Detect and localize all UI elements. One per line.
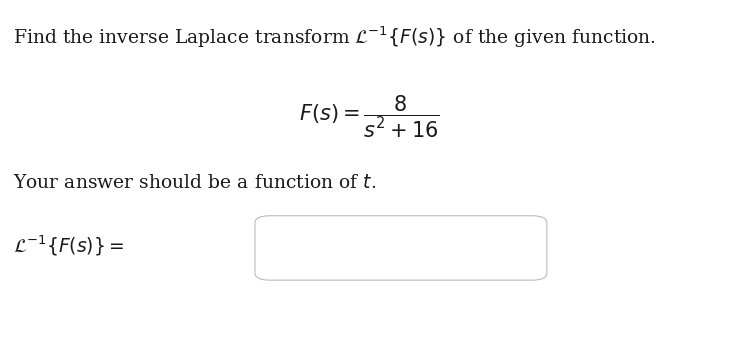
- Text: Find the inverse Laplace transform $\mathcal{L}^{-1}\{F(s)\}$ of the given funct: Find the inverse Laplace transform $\mat…: [13, 24, 656, 50]
- FancyBboxPatch shape: [255, 216, 547, 280]
- Text: $\mathcal{L}^{-1}\{F(s)\} = $: $\mathcal{L}^{-1}\{F(s)\} = $: [13, 233, 125, 258]
- Text: Your answer should be a function of $t$.: Your answer should be a function of $t$.: [13, 174, 376, 192]
- Text: $F(s) = \dfrac{8}{s^2 + 16}$: $F(s) = \dfrac{8}{s^2 + 16}$: [299, 94, 440, 140]
